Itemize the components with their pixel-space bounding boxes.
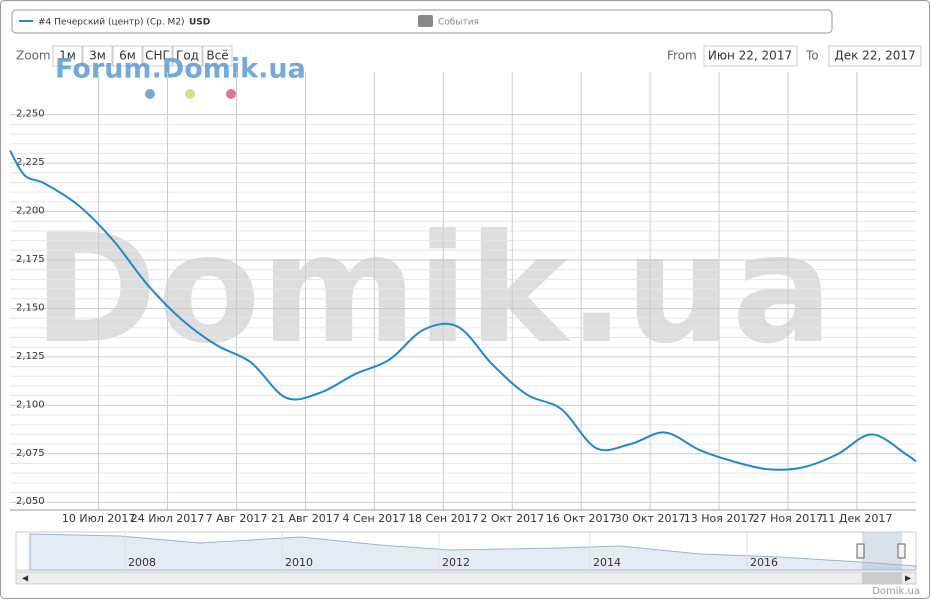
navigator-year: 2012 <box>442 556 470 569</box>
navigator-window[interactable] <box>862 532 902 570</box>
y-tick-label: 2,100 <box>16 399 45 410</box>
navigator-year: 2014 <box>593 556 621 569</box>
y-tick-label: 2,200 <box>16 206 45 217</box>
y-tick-label: 2,175 <box>16 254 45 265</box>
zoom-button-label: 1м <box>59 49 76 63</box>
zoom-button[interactable] <box>142 45 173 67</box>
series-line <box>9 149 917 471</box>
navigator-year: 2008 <box>128 556 156 569</box>
x-tick-label: 2 Окт 2017 <box>480 512 544 525</box>
scroll-left[interactable]: ◀ <box>22 574 29 583</box>
events-swatch <box>418 15 433 27</box>
navigator-year: 2010 <box>285 556 313 569</box>
zoom-button-label: Всё <box>206 49 228 63</box>
y-tick-label: 2,050 <box>16 496 45 507</box>
y-tick-label: 2,125 <box>16 351 45 362</box>
zoom-button[interactable] <box>52 45 83 67</box>
legend-currency: USD <box>189 18 210 28</box>
dot <box>226 89 236 99</box>
navigator-area <box>29 533 917 571</box>
navigator-year: 2016 <box>750 556 778 569</box>
x-tick-label: 10 Июл 2017 <box>62 512 136 525</box>
y-tick-label: 2,150 <box>16 302 45 313</box>
from-value: Июн 22, 2017 <box>708 49 792 63</box>
y-tick-label: 2,225 <box>16 157 45 168</box>
zoom-button[interactable] <box>82 45 113 67</box>
scrollbar[interactable] <box>15 571 917 585</box>
navigator-handle[interactable] <box>897 543 906 559</box>
zoom-button-label: 6м <box>119 49 136 63</box>
zoom-button-label: 3м <box>89 49 106 63</box>
forum-watermark: Forum.Domik.ua <box>55 54 306 85</box>
x-tick-label: 4 Сен 2017 <box>343 512 407 525</box>
x-tick-label: 30 Окт 2017 <box>615 512 686 525</box>
navigator-handle[interactable] <box>856 543 865 559</box>
zoom-button[interactable] <box>112 45 143 67</box>
from-label: From <box>667 49 697 63</box>
x-tick-label: 18 Сен 2017 <box>408 512 479 525</box>
legend-label[interactable]: #4 Печерский (центр) (Ср. M2) <box>38 18 185 28</box>
zoom-label: Zoom <box>16 49 51 63</box>
dot <box>145 89 155 99</box>
credit[interactable]: Domik.ua <box>872 586 920 597</box>
x-tick-label: 11 Дек 2017 <box>821 512 892 525</box>
zoom-button-label: Год <box>176 49 199 63</box>
zoom-button[interactable] <box>202 45 233 67</box>
to-value: Дек 22, 2017 <box>834 49 915 63</box>
y-tick-label: 2,075 <box>16 448 45 459</box>
to-label: To <box>805 49 819 63</box>
zoom-button-label: СНГ <box>145 49 170 63</box>
from-input[interactable] <box>703 45 798 67</box>
dot <box>185 89 195 99</box>
to-input[interactable] <box>828 45 922 67</box>
y-tick-label: 2,250 <box>16 109 45 120</box>
x-tick-label: 27 Ноя 2017 <box>753 512 824 525</box>
x-tick-label: 13 Ноя 2017 <box>684 512 755 525</box>
scroll-right[interactable]: ▶ <box>905 574 912 583</box>
zoom-button[interactable] <box>172 45 203 67</box>
watermark: Domik.ua <box>33 203 833 377</box>
x-tick-label: 16 Окт 2017 <box>546 512 617 525</box>
x-tick-label: 24 Июл 2017 <box>131 512 205 525</box>
events-label[interactable]: События <box>438 18 479 28</box>
scrollbar-thumb[interactable] <box>862 572 902 584</box>
x-tick-label: 7 Авг 2017 <box>206 512 268 525</box>
x-tick-label: 21 Авг 2017 <box>271 512 340 525</box>
